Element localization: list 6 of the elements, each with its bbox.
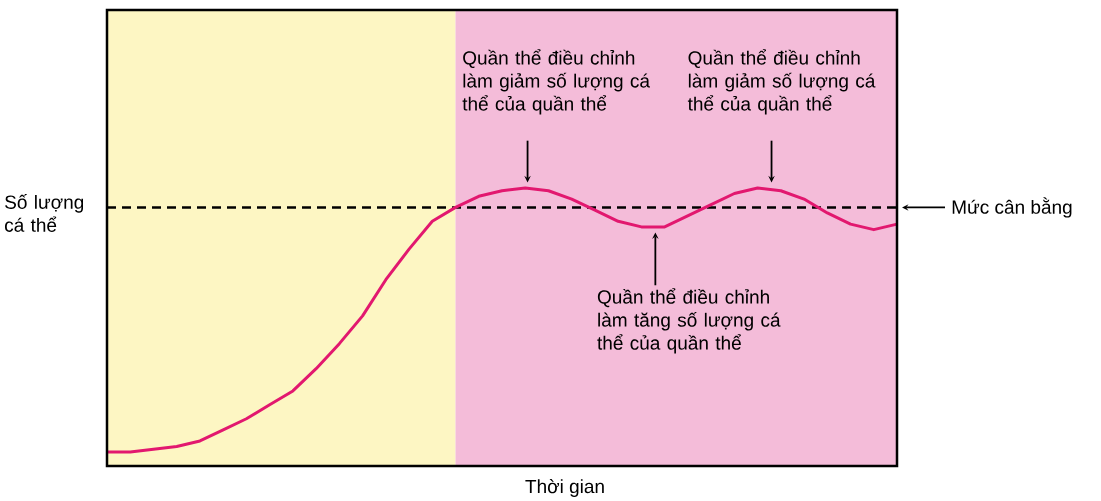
y-axis-title: Số lượng cá thể bbox=[5, 194, 84, 232]
text: Quần thể điều chỉnh làm giảm số lượng cá thể của quần thể bbox=[462, 49, 650, 115]
x-axis-title: Thời gian bbox=[525, 479, 604, 497]
annotation: Quần thể điều chỉnh làm tăng số lượng cá thể của quần thể bbox=[597, 288, 781, 354]
ref-line-label: Mức cân bằng bbox=[952, 197, 1072, 218]
text: Quần thể điều chỉnh làm giảm số lượng cá thể của quần thể bbox=[687, 49, 876, 115]
